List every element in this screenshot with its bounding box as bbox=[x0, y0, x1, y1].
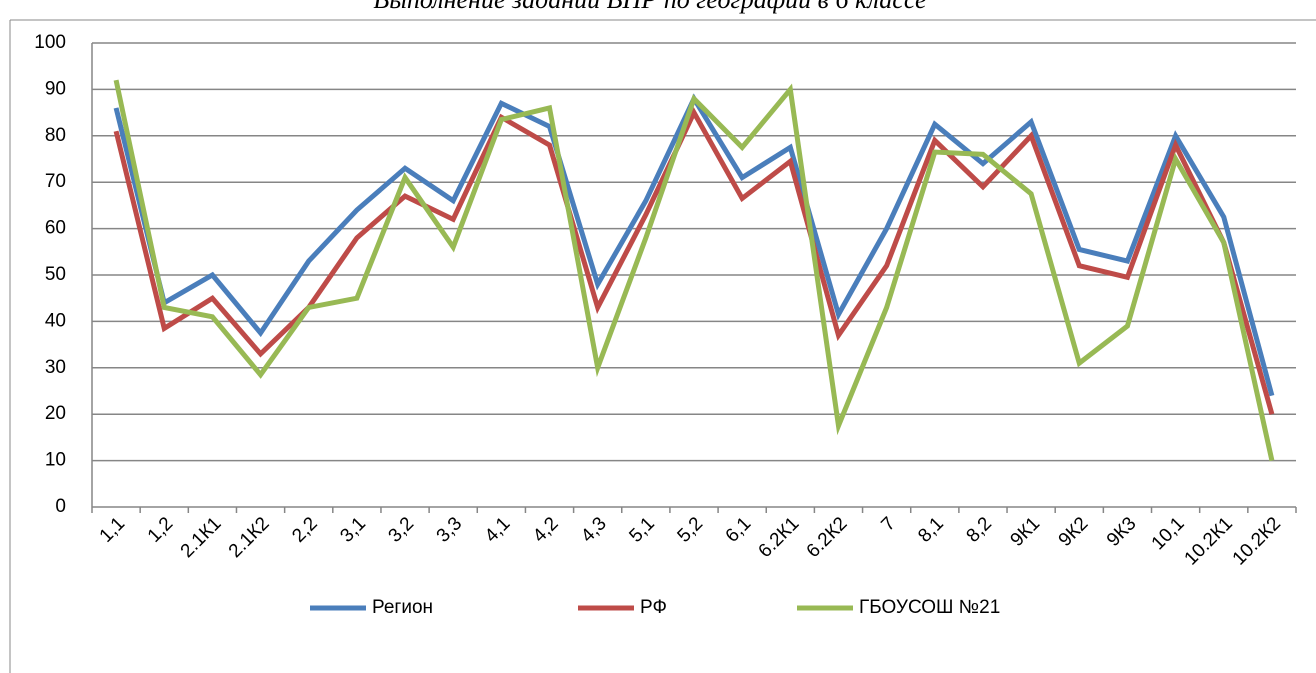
y-tick-label: 40 bbox=[45, 310, 66, 331]
x-tick-label: 2.1К2 bbox=[225, 513, 274, 562]
y-tick-label: 80 bbox=[45, 125, 66, 146]
x-tick-label: 2,2 bbox=[288, 513, 322, 547]
y-tick-label: 10 bbox=[45, 450, 66, 471]
x-tick-label: 6.2К1 bbox=[755, 513, 804, 562]
legend-label: ГБОУСОШ №21 bbox=[859, 597, 1000, 618]
series-line bbox=[113, 79, 1275, 462]
y-tick-label: 0 bbox=[55, 496, 66, 517]
x-tick-label: 10.2К1 bbox=[1181, 513, 1237, 569]
chart-title: Выполнение заданий ВПР по географии в 6 … bbox=[373, 0, 926, 14]
legend-label: Регион bbox=[372, 597, 433, 618]
x-tick-label: 3,3 bbox=[433, 513, 467, 547]
x-tick-label: 9К3 bbox=[1103, 513, 1141, 551]
y-tick-label: 100 bbox=[34, 32, 66, 53]
y-tick-label: 70 bbox=[45, 171, 66, 192]
x-tick-label: 9К1 bbox=[1007, 513, 1045, 551]
x-tick-label: 4,3 bbox=[577, 513, 611, 547]
x-tick-label: 6,1 bbox=[722, 513, 756, 547]
y-tick-label: 30 bbox=[45, 357, 66, 378]
y-tick-label: 90 bbox=[45, 78, 66, 99]
x-tick-label: 10,1 bbox=[1148, 513, 1189, 554]
legend-label: РФ bbox=[640, 597, 667, 618]
x-tick-label: 4,1 bbox=[481, 513, 515, 547]
x-tick-label: 4,2 bbox=[529, 513, 563, 547]
series-line bbox=[113, 107, 1275, 415]
x-tick-label: 9К2 bbox=[1055, 513, 1093, 551]
x-tick-label: 3,1 bbox=[336, 513, 370, 547]
x-tick-label: 2.1К1 bbox=[177, 513, 226, 562]
x-tick-label: 5,2 bbox=[674, 513, 708, 547]
x-tick-label: 8,1 bbox=[914, 513, 948, 547]
x-tick-label: 8,2 bbox=[963, 513, 997, 547]
x-tick-label: 3,2 bbox=[385, 513, 419, 547]
x-tick-label: 6.2К2 bbox=[803, 513, 852, 562]
y-tick-label: 60 bbox=[45, 218, 66, 239]
x-tick-label: 10.2К2 bbox=[1229, 513, 1285, 569]
y-tick-label: 20 bbox=[45, 403, 66, 424]
y-tick-label: 50 bbox=[45, 264, 66, 285]
x-tick-label: 1,1 bbox=[96, 513, 130, 547]
x-tick-label: 7 bbox=[877, 513, 899, 535]
x-tick-label: 5,1 bbox=[625, 513, 659, 547]
x-tick-label: 1,2 bbox=[144, 513, 178, 547]
